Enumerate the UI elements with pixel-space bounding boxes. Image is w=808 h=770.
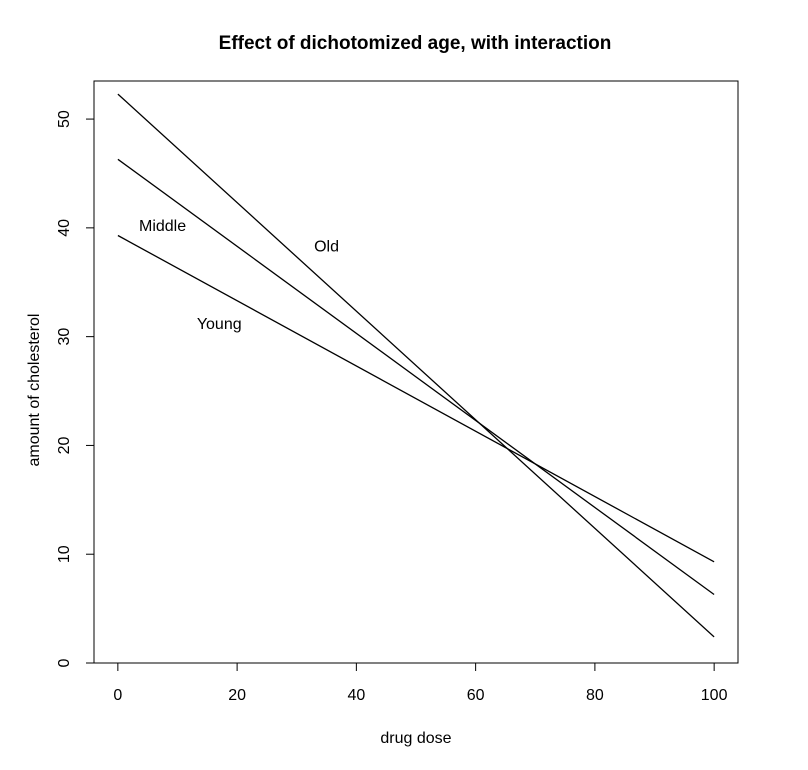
plot-frame xyxy=(93,80,739,664)
series-lines xyxy=(117,93,715,638)
series-labels: Old Middle Young xyxy=(139,218,339,333)
x-axis: 0 20 40 60 80 100 xyxy=(113,662,728,704)
x-tick-label: 0 xyxy=(113,687,122,704)
y-tick-label: 40 xyxy=(56,219,73,237)
series-line-old xyxy=(117,93,715,638)
y-tick-label: 50 xyxy=(56,110,73,128)
series-label-middle: Middle xyxy=(139,218,186,235)
y-tick-label: 20 xyxy=(56,436,73,454)
series-line-middle xyxy=(117,158,715,596)
x-tick-label: 80 xyxy=(586,687,604,704)
series-label-old: Old xyxy=(314,239,339,256)
series-line-young xyxy=(117,234,715,563)
y-tick-label: 0 xyxy=(56,658,73,667)
y-axis: 0 10 20 30 40 50 xyxy=(56,110,95,667)
y-tick-label: 30 xyxy=(56,328,73,346)
series-label-young: Young xyxy=(197,316,242,333)
x-tick-label: 100 xyxy=(701,687,728,704)
chart-title: Effect of dichotomized age, with interac… xyxy=(219,33,612,54)
y-tick-label: 10 xyxy=(56,545,73,563)
x-tick-label: 40 xyxy=(347,687,365,704)
x-axis-label: drug dose xyxy=(380,730,451,747)
y-axis-label: amount of cholesterol xyxy=(26,314,43,467)
x-tick-label: 20 xyxy=(228,687,246,704)
x-tick-label: 60 xyxy=(467,687,485,704)
